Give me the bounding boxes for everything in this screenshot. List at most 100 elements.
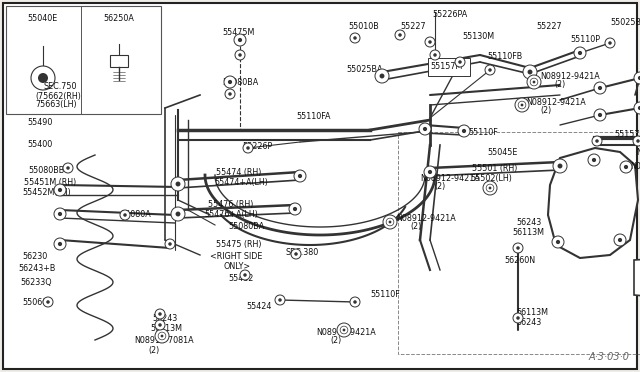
Circle shape bbox=[552, 236, 564, 248]
Text: 56233Q: 56233Q bbox=[20, 278, 52, 287]
Circle shape bbox=[424, 166, 436, 178]
Circle shape bbox=[638, 106, 640, 110]
Circle shape bbox=[54, 184, 66, 196]
Circle shape bbox=[634, 72, 640, 84]
Text: (2): (2) bbox=[540, 106, 551, 115]
Text: 56113M: 56113M bbox=[150, 324, 182, 333]
Text: 75663(LH): 75663(LH) bbox=[35, 100, 77, 109]
Text: 55157M: 55157M bbox=[430, 62, 462, 71]
Circle shape bbox=[398, 33, 402, 37]
Text: (2): (2) bbox=[330, 336, 341, 345]
Text: 56243+B: 56243+B bbox=[18, 264, 56, 273]
Circle shape bbox=[243, 273, 247, 277]
Text: 55475 (RH): 55475 (RH) bbox=[216, 240, 262, 249]
Circle shape bbox=[620, 161, 632, 173]
Text: 55400: 55400 bbox=[27, 140, 52, 149]
Circle shape bbox=[124, 213, 127, 217]
FancyBboxPatch shape bbox=[110, 55, 128, 67]
Circle shape bbox=[430, 50, 440, 60]
Circle shape bbox=[485, 65, 495, 75]
Circle shape bbox=[120, 210, 130, 220]
Circle shape bbox=[527, 70, 532, 74]
Circle shape bbox=[598, 86, 602, 90]
Text: 56230: 56230 bbox=[22, 252, 47, 261]
Circle shape bbox=[624, 165, 628, 169]
Circle shape bbox=[614, 234, 626, 246]
Circle shape bbox=[235, 50, 245, 60]
Circle shape bbox=[594, 109, 606, 121]
Circle shape bbox=[516, 316, 520, 320]
Circle shape bbox=[294, 170, 306, 182]
Circle shape bbox=[46, 300, 50, 304]
Circle shape bbox=[375, 69, 389, 83]
Circle shape bbox=[518, 101, 526, 109]
Text: 55474+A(LH): 55474+A(LH) bbox=[214, 178, 268, 187]
Text: N08912-7081A: N08912-7081A bbox=[630, 162, 640, 171]
Circle shape bbox=[395, 30, 405, 40]
Circle shape bbox=[598, 113, 602, 117]
Circle shape bbox=[350, 297, 360, 307]
Circle shape bbox=[483, 181, 497, 195]
FancyBboxPatch shape bbox=[3, 3, 637, 369]
Circle shape bbox=[228, 92, 232, 96]
Text: N08912-7081A: N08912-7081A bbox=[134, 336, 194, 345]
Circle shape bbox=[527, 75, 541, 89]
Circle shape bbox=[350, 33, 360, 43]
Circle shape bbox=[158, 332, 166, 340]
FancyBboxPatch shape bbox=[428, 58, 470, 76]
Circle shape bbox=[588, 154, 600, 166]
Circle shape bbox=[574, 47, 586, 59]
Circle shape bbox=[388, 221, 392, 224]
Circle shape bbox=[513, 313, 523, 323]
Circle shape bbox=[553, 159, 567, 173]
Text: 55010B: 55010B bbox=[348, 22, 379, 31]
Text: N08912-9421A: N08912-9421A bbox=[540, 72, 600, 81]
Text: SEC.750: SEC.750 bbox=[44, 82, 77, 91]
Circle shape bbox=[605, 38, 615, 48]
Text: 55040E: 55040E bbox=[28, 14, 58, 23]
Text: <RIGHT SIDE: <RIGHT SIDE bbox=[210, 252, 262, 261]
Circle shape bbox=[298, 174, 302, 178]
Circle shape bbox=[63, 163, 73, 173]
Text: 55482: 55482 bbox=[228, 274, 253, 283]
Circle shape bbox=[294, 252, 298, 256]
Circle shape bbox=[224, 76, 236, 88]
Circle shape bbox=[238, 38, 242, 42]
Circle shape bbox=[54, 208, 66, 220]
Circle shape bbox=[423, 127, 427, 131]
Text: 55452M(LH): 55452M(LH) bbox=[22, 188, 71, 197]
Circle shape bbox=[243, 143, 253, 153]
Text: 55130M: 55130M bbox=[462, 32, 494, 41]
Circle shape bbox=[337, 323, 351, 337]
Text: (2): (2) bbox=[410, 222, 421, 231]
Circle shape bbox=[54, 238, 66, 250]
Circle shape bbox=[155, 329, 169, 343]
Circle shape bbox=[608, 41, 612, 45]
Circle shape bbox=[458, 125, 470, 137]
Text: 55227: 55227 bbox=[400, 22, 426, 31]
Circle shape bbox=[380, 74, 385, 78]
Text: 55157MA: 55157MA bbox=[614, 130, 640, 139]
Circle shape bbox=[523, 65, 537, 79]
Circle shape bbox=[386, 218, 394, 226]
Text: 55060A: 55060A bbox=[22, 298, 52, 307]
Circle shape bbox=[353, 36, 356, 40]
Circle shape bbox=[340, 326, 348, 334]
Circle shape bbox=[240, 270, 250, 280]
Circle shape bbox=[31, 66, 55, 90]
Circle shape bbox=[520, 103, 524, 106]
Circle shape bbox=[293, 207, 297, 211]
Text: 56243: 56243 bbox=[516, 318, 541, 327]
Text: 55226P: 55226P bbox=[242, 142, 272, 151]
Text: 56243: 56243 bbox=[516, 218, 541, 227]
Circle shape bbox=[592, 136, 602, 146]
Text: A·3·03·0: A·3·03·0 bbox=[589, 352, 630, 362]
Circle shape bbox=[161, 334, 163, 337]
Text: 55045E: 55045E bbox=[487, 148, 517, 157]
Circle shape bbox=[488, 187, 492, 189]
Circle shape bbox=[556, 240, 560, 244]
Circle shape bbox=[43, 297, 53, 307]
Text: 55227: 55227 bbox=[536, 22, 562, 31]
Circle shape bbox=[67, 166, 70, 170]
Circle shape bbox=[238, 53, 242, 57]
